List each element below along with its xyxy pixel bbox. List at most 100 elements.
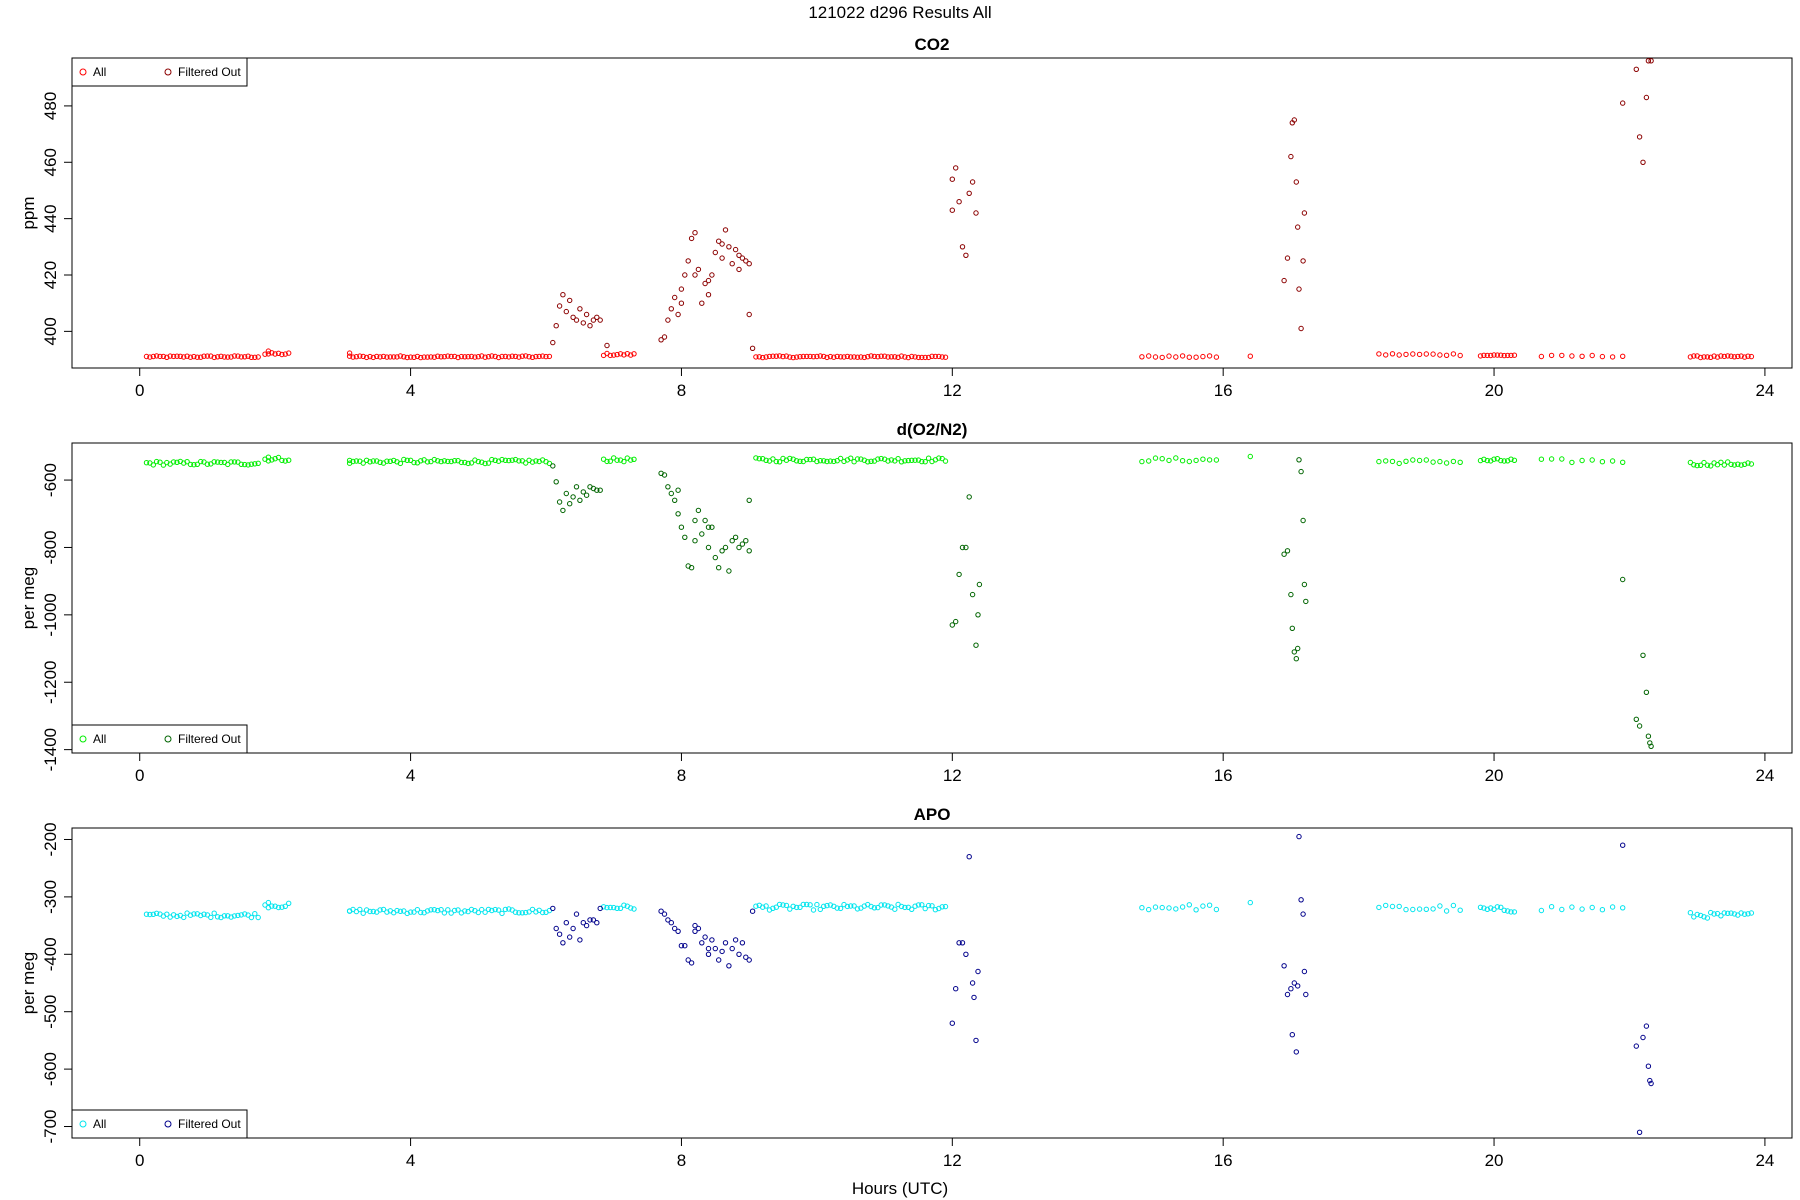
data-point (1636, 1129, 1643, 1136)
data-point (959, 544, 966, 551)
data-point (1288, 153, 1294, 160)
data-point (597, 905, 603, 912)
data-point (824, 354, 830, 361)
data-point (1457, 352, 1463, 359)
data-point (1620, 576, 1626, 583)
data-point (1166, 905, 1172, 911)
panel-2: d(O2/N2) 0 4 8 12 16 20 24 -1400 -1200 -1000 -800 -6… (19, 420, 1793, 785)
data-point (512, 456, 519, 463)
data-point (177, 353, 184, 359)
data-point (861, 354, 867, 361)
data-point (932, 353, 939, 360)
data-point (184, 459, 190, 465)
data-point (773, 353, 779, 359)
data-point (1701, 459, 1707, 466)
data-point (1579, 906, 1585, 912)
data-point (912, 457, 918, 463)
data-point (942, 903, 949, 910)
data-point (1620, 459, 1626, 465)
data-point (736, 544, 742, 551)
data-point (529, 906, 536, 913)
data-point (1376, 351, 1382, 357)
data-point (435, 458, 441, 464)
y-tick-label: -1200 (41, 660, 60, 703)
data-point (228, 354, 234, 360)
data-point (583, 492, 590, 498)
data-point (242, 354, 248, 360)
data-point (746, 261, 752, 267)
data-point (1620, 905, 1626, 911)
data-point (1718, 913, 1724, 919)
legend-marker (79, 735, 87, 743)
data-point (1389, 458, 1396, 465)
y-tick-label: -200 (41, 822, 60, 856)
data-point (157, 459, 163, 465)
data-point (550, 339, 556, 346)
data-point (672, 497, 678, 503)
data-point (722, 940, 729, 946)
panel-title: CO2 (915, 35, 950, 54)
data-point (1298, 325, 1304, 332)
data-point (705, 277, 712, 284)
data-point (682, 534, 688, 540)
data-point (617, 905, 624, 911)
data-point (1477, 353, 1484, 359)
data-point (1498, 457, 1504, 464)
data-point (1410, 351, 1416, 357)
data-point (702, 934, 708, 940)
data-point (1643, 689, 1650, 695)
data-point (760, 904, 766, 910)
data-point (1645, 1063, 1652, 1069)
data-point (1691, 353, 1697, 359)
data-point (665, 484, 671, 490)
series-all (143, 453, 1755, 469)
data-point (975, 968, 981, 975)
data-point (963, 544, 969, 551)
data-point (1296, 457, 1302, 463)
data-point (878, 353, 884, 359)
data-point (865, 354, 871, 360)
data-point (956, 199, 962, 205)
data-point (1725, 353, 1731, 359)
data-point (404, 354, 410, 361)
data-point (1741, 461, 1748, 467)
data-point (919, 458, 925, 465)
data-point (912, 903, 918, 909)
data-point (1491, 456, 1497, 462)
y-axis-label: ppm (19, 196, 38, 229)
data-point (1714, 354, 1721, 360)
data-point (1450, 458, 1457, 465)
data-point (1186, 902, 1193, 908)
x-tick-label: 4 (406, 1151, 415, 1170)
data-point (868, 903, 874, 910)
data-point (885, 458, 891, 464)
data-point (573, 484, 580, 490)
data-point (275, 904, 282, 911)
data-point (1648, 58, 1654, 64)
series-filtered-out (550, 58, 1654, 351)
data-point (848, 354, 854, 360)
data-point (1498, 904, 1504, 910)
data-point (445, 353, 451, 359)
data-point (871, 353, 878, 360)
y-axis-label: per meg (19, 567, 38, 629)
data-point (245, 462, 251, 468)
data-point (1291, 980, 1298, 986)
data-point (1247, 453, 1254, 460)
x-tick-label: 4 (406, 766, 415, 785)
data-point (438, 458, 444, 465)
data-point (726, 568, 732, 574)
data-point (753, 354, 759, 360)
data-point (1179, 353, 1186, 359)
data-point (709, 524, 715, 530)
data-point (773, 458, 779, 465)
data-point (1569, 459, 1575, 466)
x-axis-label: Hours (UTC) (852, 1179, 948, 1198)
data-point (726, 963, 732, 969)
data-point (716, 238, 722, 244)
data-point (881, 353, 888, 359)
data-point (1633, 716, 1640, 722)
data-point (275, 454, 282, 461)
legend-box (71, 1109, 248, 1139)
